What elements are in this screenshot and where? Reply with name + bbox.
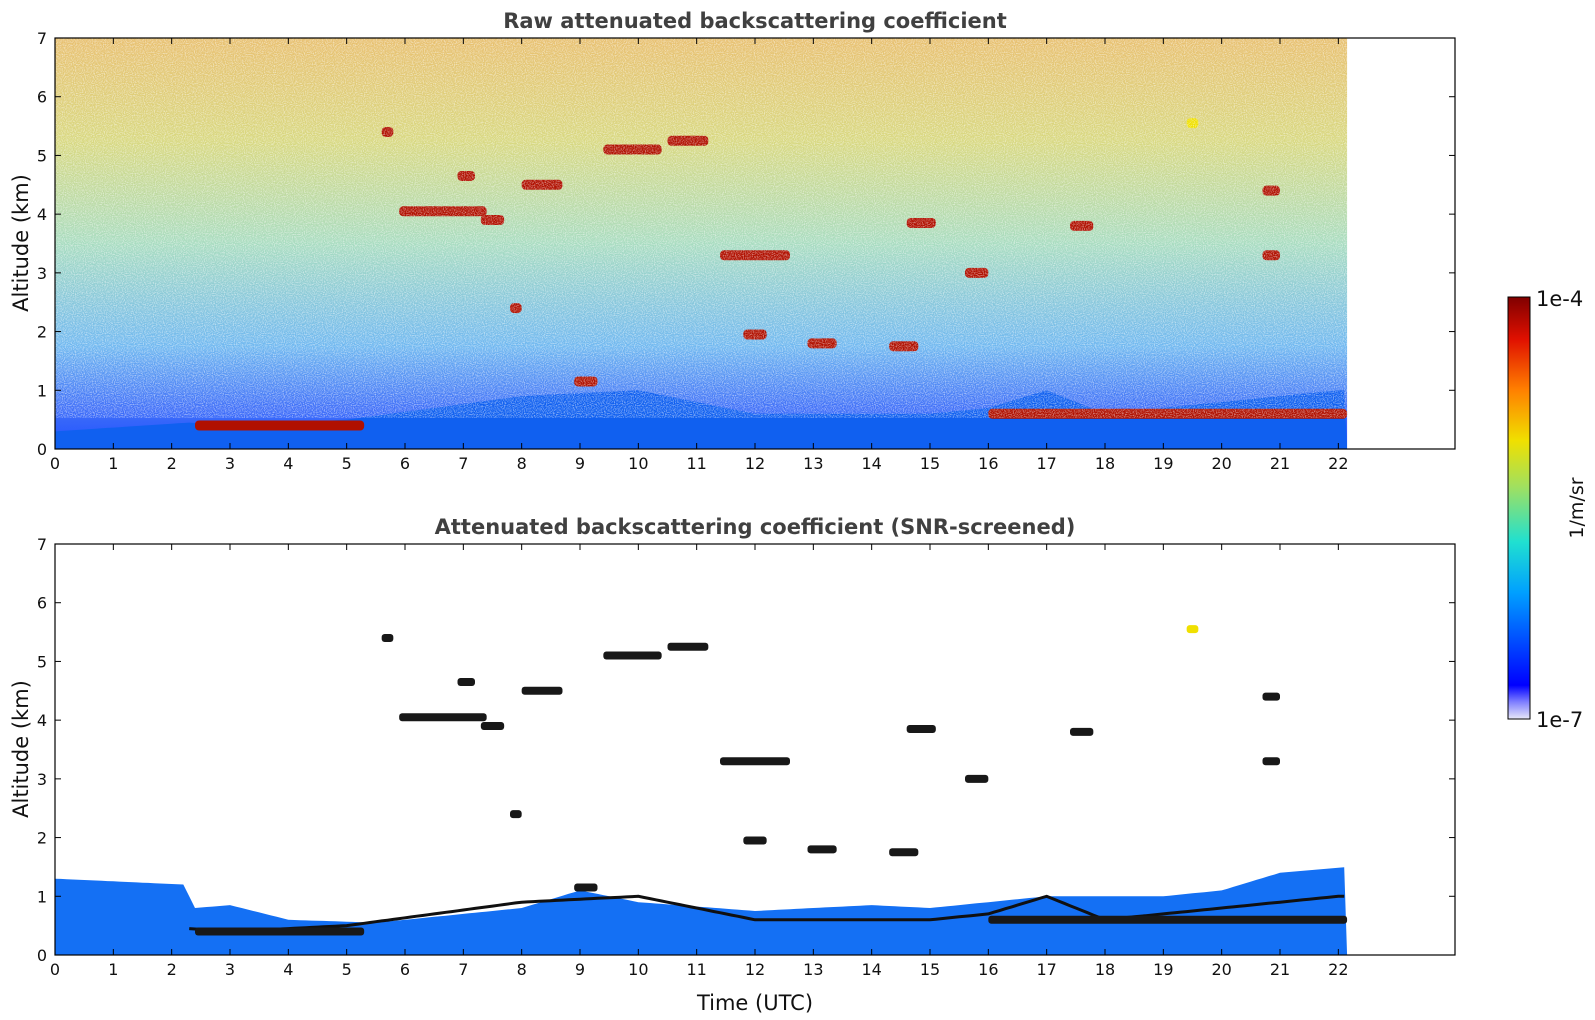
screened-cloud-layer	[1186, 625, 1199, 634]
raw-backscatter-panel: Raw attenuated backscattering coefficien…	[9, 9, 1456, 473]
screened-x-tick-label: 0	[50, 960, 60, 979]
screened-y-tick-label: 3	[37, 770, 47, 789]
raw-x-tick-label: 21	[1270, 454, 1290, 473]
screened-cloud-layer	[381, 633, 394, 642]
screened-y-tick-label: 5	[37, 652, 47, 671]
screened-x-tick-label: 17	[1036, 960, 1056, 979]
screened-x-tick-label: 18	[1095, 960, 1115, 979]
raw-x-tick-label: 5	[342, 454, 352, 473]
raw-x-tick-label: 0	[50, 454, 60, 473]
screened-cloud-layer	[521, 686, 563, 695]
raw-panel-title: Raw attenuated backscattering coefficien…	[503, 9, 1007, 33]
screened-x-tick-label: 8	[517, 960, 527, 979]
screened-y-tick-label: 2	[37, 829, 47, 848]
screened-cloud-layer	[510, 810, 522, 819]
raw-y-tick-label: 3	[37, 264, 47, 283]
screened-aerosol-layer-top	[189, 894, 1345, 934]
screened-x-tick-label: 21	[1270, 960, 1290, 979]
raw-x-tick-label: 17	[1036, 454, 1056, 473]
raw-y-tick-label: 5	[37, 146, 47, 165]
screened-cloud-layer	[720, 757, 790, 766]
screened-panel-title: Attenuated backscattering coefficient (S…	[435, 515, 1076, 539]
screened-x-tick-label: 20	[1211, 960, 1231, 979]
raw-x-tick-label: 19	[1153, 454, 1173, 473]
raw-x-tick-label: 12	[745, 454, 765, 473]
raw-x-tick-label: 6	[400, 454, 410, 473]
raw-y-tick-label: 0	[37, 440, 47, 459]
raw-x-tick-label: 22	[1328, 454, 1348, 473]
raw-x-tick-label: 15	[920, 454, 940, 473]
raw-x-tick-label: 18	[1095, 454, 1115, 473]
screened-cloud-layer	[988, 915, 1348, 924]
screened-y-tick-label: 1	[37, 887, 47, 906]
screened-x-tick-label: 11	[686, 960, 706, 979]
raw-x-tick-label: 20	[1211, 454, 1231, 473]
raw-x-tick-label: 3	[225, 454, 235, 473]
raw-cloud-layer	[195, 420, 365, 431]
screened-y-axis-label: Altitude (km)	[9, 680, 33, 818]
raw-x-tick-label: 4	[283, 454, 293, 473]
raw-y-tick-label: 2	[37, 323, 47, 342]
raw-x-tick-label: 11	[686, 454, 706, 473]
screened-x-tick-label: 1	[108, 960, 118, 979]
raw-y-tick-label: 1	[37, 381, 47, 400]
x-axis-label: Time (UTC)	[696, 991, 813, 1015]
raw-x-tick-label: 7	[458, 454, 468, 473]
raw-y-tick-label: 6	[37, 88, 47, 107]
screened-x-tick-label: 16	[978, 960, 998, 979]
raw-y-axis-label: Altitude (km)	[9, 174, 33, 312]
screened-cloud-layer	[480, 722, 505, 731]
raw-x-tick-label: 10	[628, 454, 648, 473]
raw-y-tick-label: 7	[37, 29, 47, 48]
screened-x-tick-label: 14	[861, 960, 881, 979]
raw-x-tick-label: 1	[108, 454, 118, 473]
screened-cloud-layer	[889, 848, 919, 857]
colorbar-min-label: 1e-7	[1536, 708, 1583, 732]
screened-boundary-layer	[55, 867, 1348, 955]
raw-x-tick-label: 8	[517, 454, 527, 473]
screened-x-tick-label: 22	[1328, 960, 1348, 979]
screened-cloud-layer	[743, 836, 767, 845]
screened-cloud-layer	[1262, 757, 1280, 766]
screened-x-tick-label: 7	[458, 960, 468, 979]
raw-x-tick-label: 14	[861, 454, 881, 473]
raw-noise-speckle	[55, 38, 1350, 418]
screened-x-tick-label: 2	[167, 960, 177, 979]
screened-backscatter-panel: Attenuated backscattering coefficient (S…	[9, 515, 1456, 1015]
colorbar-gradient	[1507, 296, 1531, 720]
screened-cloud-layer	[906, 724, 936, 733]
colorbar-max-label: 1e-4	[1536, 287, 1583, 311]
raw-y-tick-label: 4	[37, 205, 47, 224]
screened-x-tick-label: 10	[628, 960, 648, 979]
screened-cloud-layer	[667, 642, 709, 651]
screened-x-tick-label: 3	[225, 960, 235, 979]
screened-cloud-layer	[807, 845, 837, 854]
screened-y-tick-label: 4	[37, 711, 47, 730]
colorbar: 1e-4 1e-7 1/m/sr	[1507, 287, 1588, 732]
screened-x-tick-label: 13	[803, 960, 823, 979]
screened-cloud-layer	[574, 883, 598, 892]
screened-x-tick-label: 9	[575, 960, 585, 979]
screened-x-tick-label: 4	[283, 960, 293, 979]
screened-y-tick-label: 6	[37, 594, 47, 613]
screened-x-tick-label: 19	[1153, 960, 1173, 979]
screened-cloud-layer	[965, 774, 989, 783]
colorbar-unit-label: 1/m/sr	[1566, 477, 1588, 538]
screened-cloud-layer	[603, 651, 662, 660]
screened-cloud-layer	[399, 713, 487, 722]
raw-x-tick-label: 9	[575, 454, 585, 473]
screened-cloud-layer	[195, 927, 365, 936]
screened-cloud-layer	[1262, 692, 1280, 701]
screened-y-tick-label: 0	[37, 946, 47, 965]
raw-x-tick-label: 13	[803, 454, 823, 473]
screened-x-tick-label: 15	[920, 960, 940, 979]
screened-x-tick-label: 5	[342, 960, 352, 979]
screened-x-tick-label: 6	[400, 960, 410, 979]
screened-y-tick-label: 7	[37, 535, 47, 554]
raw-x-tick-label: 16	[978, 454, 998, 473]
screened-cloud-layer	[1070, 727, 1094, 736]
screened-cloud-layer	[457, 677, 475, 686]
screened-x-tick-label: 12	[745, 960, 765, 979]
raw-x-tick-label: 2	[167, 454, 177, 473]
